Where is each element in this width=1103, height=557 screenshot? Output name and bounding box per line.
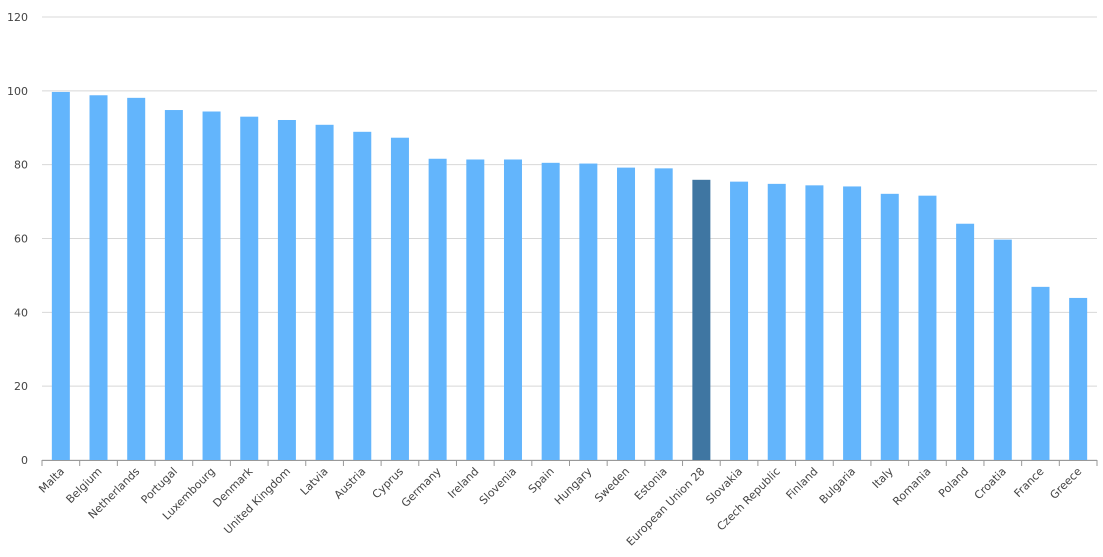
bar [127,97,146,460]
bar [843,186,862,460]
bar [353,131,372,460]
y-tick-label: 20 [14,380,28,393]
bar [918,195,937,460]
bar [315,124,334,461]
x-tick-label: Cyprus [370,465,407,502]
x-tick-label: Sweden [592,465,632,505]
bar [1031,286,1050,460]
bar [503,159,522,460]
bar [51,91,70,461]
bar [993,239,1012,460]
y-tick-label: 100 [7,85,28,98]
x-tick-label: Hungary [552,465,595,508]
y-tick-label: 0 [21,454,28,467]
bar [1069,297,1088,460]
x-tick-label: France [1012,465,1047,500]
bar [240,116,259,461]
bar [805,185,824,460]
x-tick-label: Finland [784,465,821,502]
y-tick-label: 120 [7,11,28,24]
bar [89,95,108,460]
x-tick-label: Spain [526,465,557,496]
bar [692,179,711,461]
bar [617,167,636,460]
bar [654,168,673,460]
y-tick-label: 40 [14,306,28,319]
x-tick-label: Romania [890,465,933,508]
x-tick-label: Estonia [632,465,670,503]
bar [767,183,786,460]
x-tick-label: Slovenia [477,465,519,507]
bar [541,162,560,460]
bar [730,181,749,461]
y-tick-label: 80 [14,159,28,172]
bar [390,137,409,460]
x-tick-label: Bulgaria [817,465,858,506]
y-tick-label: 60 [14,233,28,246]
bar [880,193,899,461]
bar [277,119,296,460]
x-tick-label: Poland [936,465,971,500]
bar [428,158,447,460]
bar [164,110,183,460]
x-tick-label: Germany [399,465,444,510]
x-tick-label: Italy [870,465,896,491]
x-tick-label: Austria [332,465,369,502]
x-tick-label: Ireland [445,465,481,501]
bar [956,223,975,460]
x-tick-label: Croatia [972,465,1009,502]
x-tick-label: Latvia [298,465,331,498]
x-tick-label: Greece [1047,465,1084,502]
bar [202,111,221,461]
bar [579,163,598,460]
x-tick-label: Malta [36,465,67,496]
bar [466,159,485,460]
x-tick-label: United Kingdom [221,465,293,537]
